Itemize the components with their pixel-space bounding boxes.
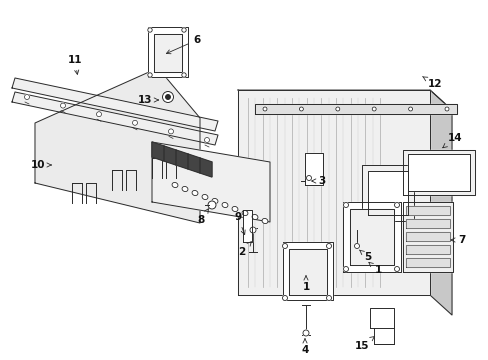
Circle shape: [354, 243, 359, 248]
Circle shape: [182, 73, 186, 77]
Polygon shape: [405, 206, 449, 215]
Text: 8: 8: [197, 209, 208, 225]
Circle shape: [147, 28, 152, 32]
Ellipse shape: [222, 202, 227, 208]
Circle shape: [249, 227, 256, 233]
Circle shape: [343, 266, 348, 271]
Circle shape: [282, 243, 287, 248]
Circle shape: [326, 243, 331, 248]
Polygon shape: [163, 146, 176, 165]
Circle shape: [132, 120, 137, 125]
Ellipse shape: [172, 183, 178, 188]
Text: 4: 4: [301, 339, 308, 355]
Polygon shape: [254, 104, 456, 114]
Circle shape: [162, 91, 173, 103]
Polygon shape: [342, 202, 400, 272]
Polygon shape: [402, 202, 452, 272]
Polygon shape: [305, 153, 323, 185]
Polygon shape: [176, 150, 187, 169]
Circle shape: [326, 296, 331, 301]
Polygon shape: [238, 90, 451, 110]
Polygon shape: [405, 232, 449, 241]
Polygon shape: [35, 68, 200, 223]
Polygon shape: [405, 258, 449, 267]
Circle shape: [371, 107, 375, 111]
Circle shape: [394, 266, 399, 271]
Circle shape: [182, 28, 186, 32]
Polygon shape: [152, 142, 163, 161]
Polygon shape: [349, 209, 393, 265]
Circle shape: [204, 138, 209, 143]
Polygon shape: [148, 27, 187, 77]
Polygon shape: [288, 249, 326, 295]
Polygon shape: [12, 92, 218, 145]
Text: 5: 5: [359, 250, 371, 262]
Circle shape: [165, 95, 170, 99]
Circle shape: [306, 176, 311, 180]
Circle shape: [444, 107, 448, 111]
Text: 7: 7: [450, 235, 465, 245]
Circle shape: [282, 296, 287, 301]
Text: 12: 12: [422, 77, 441, 89]
Circle shape: [168, 129, 173, 134]
Text: 10: 10: [31, 160, 51, 170]
Circle shape: [394, 202, 399, 207]
Text: 11: 11: [68, 55, 82, 75]
Text: 13: 13: [138, 95, 158, 105]
Circle shape: [61, 103, 65, 108]
Polygon shape: [12, 78, 218, 131]
Polygon shape: [187, 154, 200, 173]
Circle shape: [96, 112, 102, 117]
Polygon shape: [361, 165, 413, 221]
Circle shape: [335, 107, 339, 111]
Polygon shape: [238, 90, 429, 295]
Polygon shape: [405, 245, 449, 254]
Polygon shape: [369, 308, 393, 328]
Circle shape: [303, 330, 308, 336]
Text: 9: 9: [234, 212, 244, 234]
Ellipse shape: [192, 190, 198, 195]
Polygon shape: [283, 242, 332, 300]
Polygon shape: [405, 219, 449, 228]
Text: 1: 1: [368, 262, 381, 275]
Ellipse shape: [232, 206, 238, 212]
Circle shape: [24, 95, 29, 99]
Text: 14: 14: [442, 133, 461, 148]
Circle shape: [343, 202, 348, 207]
Circle shape: [408, 107, 412, 111]
Polygon shape: [243, 210, 251, 242]
Polygon shape: [152, 142, 269, 222]
Ellipse shape: [262, 219, 267, 224]
Text: 6: 6: [166, 35, 200, 54]
Text: 15: 15: [354, 337, 374, 351]
Polygon shape: [154, 34, 182, 72]
Ellipse shape: [242, 211, 247, 216]
Circle shape: [263, 107, 266, 111]
Polygon shape: [429, 90, 451, 315]
Ellipse shape: [202, 194, 207, 199]
Ellipse shape: [212, 198, 218, 203]
Ellipse shape: [182, 186, 187, 192]
Circle shape: [299, 107, 303, 111]
Polygon shape: [402, 150, 474, 195]
Circle shape: [207, 201, 216, 209]
Text: 2: 2: [238, 242, 251, 257]
Polygon shape: [367, 171, 407, 215]
Ellipse shape: [251, 215, 257, 220]
Text: 3: 3: [311, 176, 325, 186]
Circle shape: [147, 73, 152, 77]
Polygon shape: [407, 154, 469, 191]
Text: 1: 1: [302, 276, 309, 292]
Polygon shape: [200, 158, 212, 177]
